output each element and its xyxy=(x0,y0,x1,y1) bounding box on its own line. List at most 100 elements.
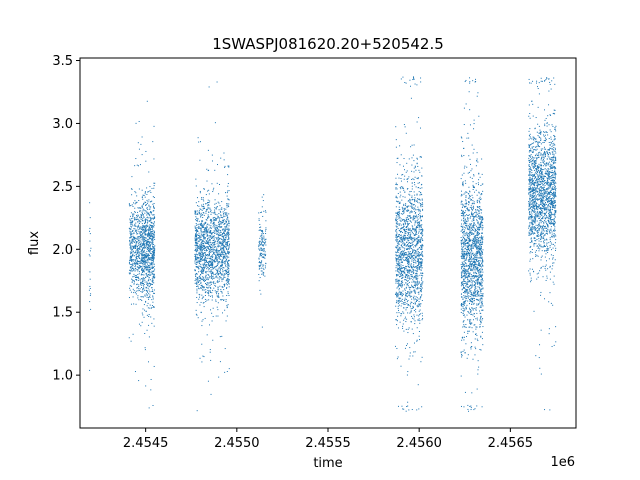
data-point xyxy=(407,305,409,307)
data-point xyxy=(408,223,410,225)
data-point xyxy=(226,206,228,208)
data-point xyxy=(199,277,201,279)
data-point xyxy=(396,275,398,277)
data-point xyxy=(218,280,220,282)
data-point xyxy=(130,233,132,235)
data-point xyxy=(223,247,225,249)
data-point xyxy=(129,241,131,243)
data-point xyxy=(405,82,407,84)
data-point xyxy=(259,244,261,246)
data-point xyxy=(144,281,146,283)
data-point xyxy=(137,214,139,216)
data-point xyxy=(261,264,263,266)
data-point xyxy=(421,238,423,240)
data-point xyxy=(148,212,150,214)
data-point xyxy=(480,217,482,219)
data-point xyxy=(461,268,463,270)
data-point xyxy=(409,292,411,294)
data-point xyxy=(141,269,143,271)
data-point xyxy=(395,182,397,184)
data-point xyxy=(133,238,135,240)
data-point xyxy=(142,194,144,196)
data-point xyxy=(421,272,423,274)
data-point xyxy=(396,223,398,225)
data-point xyxy=(402,238,404,240)
data-point xyxy=(215,257,217,259)
data-point xyxy=(421,204,423,206)
data-point xyxy=(141,231,143,233)
data-point xyxy=(140,235,142,237)
data-point xyxy=(422,209,424,211)
data-point xyxy=(148,240,150,242)
data-point xyxy=(207,255,209,257)
data-point xyxy=(406,277,408,279)
data-point xyxy=(418,202,420,204)
data-point xyxy=(405,227,407,229)
data-point xyxy=(203,259,205,260)
data-point xyxy=(200,267,202,269)
data-point xyxy=(211,233,213,235)
data-point xyxy=(205,279,207,281)
data-point xyxy=(481,294,483,296)
data-point xyxy=(208,265,210,267)
data-point xyxy=(406,210,408,212)
data-point xyxy=(196,230,198,232)
data-point xyxy=(134,262,136,264)
data-point xyxy=(223,275,225,277)
data-point xyxy=(220,261,222,263)
data-point xyxy=(140,260,142,262)
data-point xyxy=(397,267,399,269)
data-point xyxy=(151,272,153,274)
data-point xyxy=(412,254,414,256)
data-point xyxy=(219,210,221,212)
data-point xyxy=(218,245,220,247)
data-point xyxy=(130,188,132,190)
data-point xyxy=(195,234,197,236)
data-point xyxy=(221,244,223,246)
data-point xyxy=(421,247,423,249)
data-point xyxy=(211,266,213,268)
data-point xyxy=(222,267,224,268)
data-point xyxy=(468,223,470,225)
data-point xyxy=(409,229,411,231)
data-point xyxy=(402,247,404,249)
data-point xyxy=(152,266,154,268)
data-point xyxy=(408,176,410,178)
data-point xyxy=(212,261,214,263)
data-point xyxy=(147,259,149,261)
data-point xyxy=(211,263,213,265)
data-point xyxy=(404,221,406,223)
data-point xyxy=(195,248,197,250)
data-point xyxy=(141,312,143,314)
data-point xyxy=(261,261,263,263)
data-point xyxy=(413,271,415,273)
data-point xyxy=(464,266,466,267)
data-point xyxy=(404,230,406,232)
data-point xyxy=(202,217,204,219)
data-point xyxy=(134,263,136,265)
data-point xyxy=(198,232,200,234)
data-point xyxy=(417,226,419,228)
data-point xyxy=(150,264,152,266)
data-point xyxy=(217,227,218,229)
data-point xyxy=(418,254,420,256)
data-point xyxy=(205,274,207,276)
data-point xyxy=(395,195,397,197)
data-point xyxy=(402,302,404,304)
data-point xyxy=(138,290,140,292)
data-point xyxy=(225,230,227,232)
data-point xyxy=(144,255,146,257)
data-point xyxy=(217,259,219,261)
data-point xyxy=(130,228,132,230)
data-point xyxy=(196,210,198,212)
data-point xyxy=(209,207,211,209)
data-point xyxy=(153,246,155,248)
data-point xyxy=(471,278,473,280)
data-point xyxy=(226,295,228,297)
data-point xyxy=(467,228,469,230)
data-point xyxy=(397,244,399,246)
data-point xyxy=(205,265,207,267)
data-point xyxy=(416,255,418,257)
data-point xyxy=(409,228,411,230)
data-point xyxy=(152,249,154,251)
